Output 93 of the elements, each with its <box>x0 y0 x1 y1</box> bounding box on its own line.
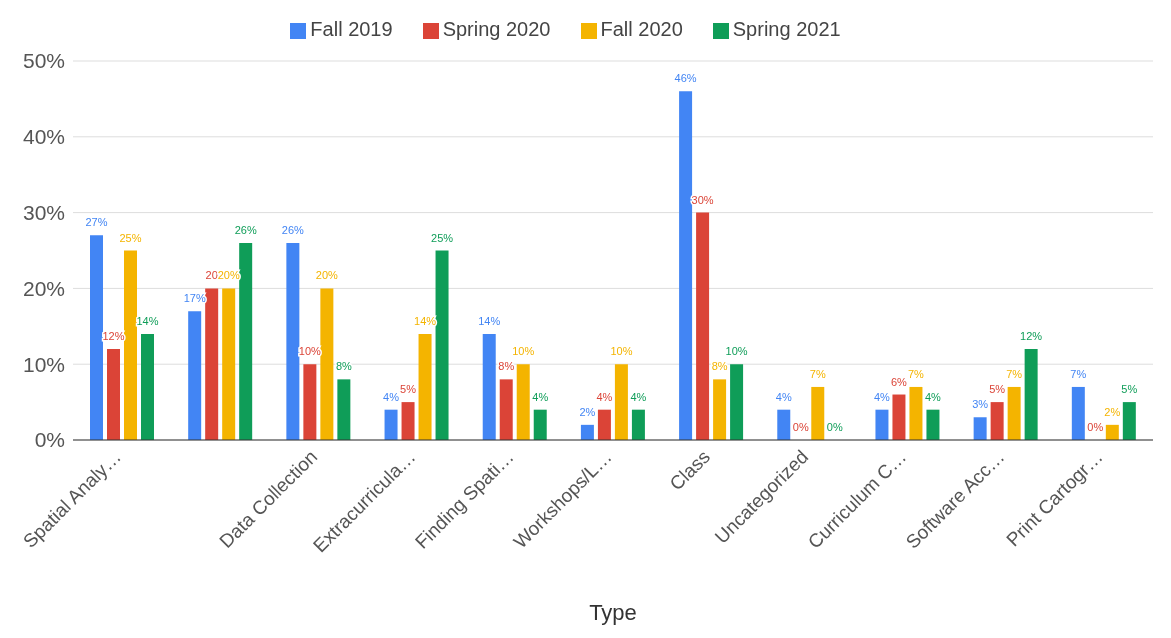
bar <box>384 409 398 440</box>
y-tick-label: 20% <box>22 276 65 300</box>
bar <box>1071 386 1085 440</box>
data-label: 0% <box>1087 420 1104 433</box>
data-label: 14% <box>136 314 159 327</box>
data-label: 7% <box>1070 367 1087 380</box>
data-label: 14% <box>414 314 437 327</box>
data-label: 4% <box>383 390 400 403</box>
bar <box>533 409 547 440</box>
bar <box>482 333 496 440</box>
bar <box>926 409 940 440</box>
bar <box>679 91 693 440</box>
bar <box>1024 349 1038 440</box>
bar <box>499 379 513 440</box>
data-label: 25% <box>119 231 142 244</box>
bar <box>1007 386 1021 440</box>
data-label: 26% <box>234 223 257 236</box>
bar <box>777 409 791 440</box>
bar <box>188 311 202 440</box>
bar <box>337 379 351 440</box>
data-label: 2% <box>579 405 596 418</box>
bar <box>418 333 432 440</box>
bar <box>713 379 727 440</box>
bar <box>1122 402 1136 440</box>
data-label: 12% <box>1020 330 1043 343</box>
bar <box>239 242 253 440</box>
data-label: 14% <box>478 314 501 327</box>
bar <box>320 288 334 440</box>
bar <box>892 394 906 440</box>
data-label: 2% <box>1104 405 1121 418</box>
data-label: 30% <box>691 193 714 206</box>
data-label: 6% <box>891 375 908 388</box>
legend-label: Fall 2019 <box>310 18 393 40</box>
data-label: 4% <box>775 390 792 403</box>
data-label: 3% <box>972 398 989 411</box>
data-label: 27% <box>85 216 108 229</box>
bar <box>909 386 923 440</box>
bar <box>875 409 889 440</box>
bar <box>1105 424 1119 440</box>
data-label: 0% <box>792 420 809 433</box>
bar <box>811 386 825 440</box>
bar <box>435 250 449 440</box>
bar <box>631 409 645 440</box>
bar <box>580 424 594 440</box>
data-label: 5% <box>989 383 1006 396</box>
bar <box>990 402 1004 440</box>
bar <box>222 288 236 440</box>
legend-label: Fall 2020 <box>600 18 683 40</box>
data-label: 4% <box>630 390 647 403</box>
data-label: 4% <box>925 390 942 403</box>
y-tick-label: 50% <box>22 49 65 73</box>
bar <box>286 242 300 440</box>
bar <box>516 364 530 440</box>
y-tick-label: 30% <box>22 201 65 225</box>
bar <box>597 409 611 440</box>
data-label: 10% <box>725 345 748 358</box>
data-label: 7% <box>1006 367 1023 380</box>
y-tick-label: 0% <box>34 428 65 452</box>
bar <box>696 212 710 440</box>
data-label: 20% <box>315 269 339 282</box>
data-label: 7% <box>809 367 826 380</box>
data-label: 7% <box>908 367 925 380</box>
data-label: 20 <box>205 269 218 282</box>
data-label: 12% <box>102 330 125 343</box>
bar <box>90 235 103 440</box>
data-label: 5% <box>400 383 417 396</box>
legend-label: Spring 2020 <box>442 18 551 40</box>
data-label: 10% <box>512 345 535 358</box>
bar <box>141 333 154 440</box>
data-label: 0% <box>826 420 843 433</box>
bar <box>401 402 415 440</box>
bar <box>205 288 219 440</box>
data-label: 26% <box>281 223 305 236</box>
legend-label: Spring 2021 <box>732 18 841 40</box>
data-label: 8% <box>711 360 728 373</box>
x-axis-title: Type <box>589 600 637 625</box>
data-label: 8% <box>335 360 353 373</box>
y-tick-label: 10% <box>22 352 65 376</box>
bar <box>973 417 987 440</box>
bar <box>303 364 317 440</box>
bar <box>614 364 628 440</box>
data-label: 46% <box>674 72 697 85</box>
data-label: 10% <box>610 345 633 358</box>
data-label: 4% <box>532 390 549 403</box>
bar <box>107 349 120 440</box>
data-label: 8% <box>498 360 515 373</box>
data-label: 5% <box>1121 383 1138 396</box>
bar <box>124 250 137 440</box>
data-label: 25% <box>431 231 454 244</box>
y-tick-label: 40% <box>22 125 65 149</box>
bar <box>730 364 744 440</box>
data-label: 4% <box>596 390 613 403</box>
data-label: 4% <box>874 390 891 403</box>
